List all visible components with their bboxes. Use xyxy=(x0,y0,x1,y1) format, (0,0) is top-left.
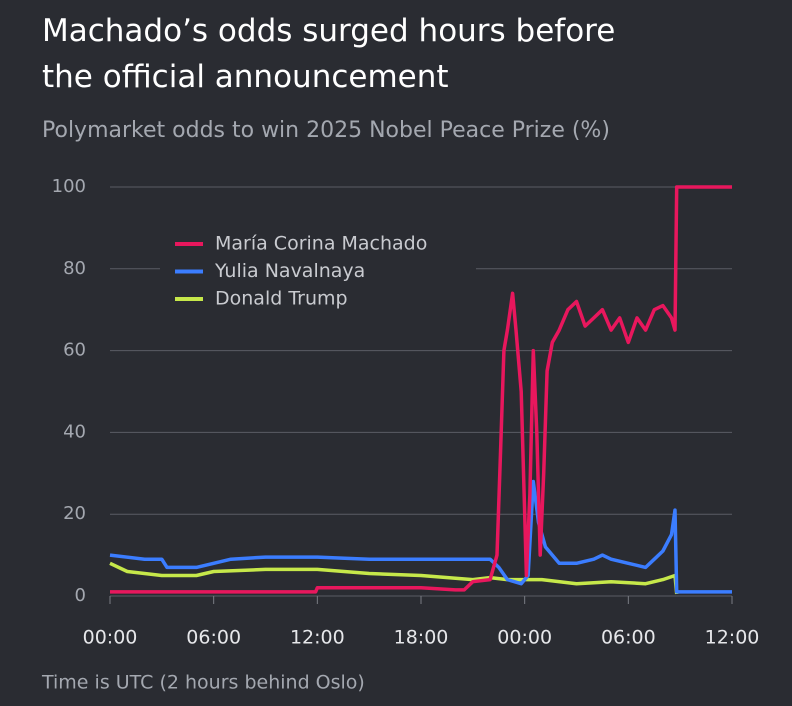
x-tick-label: 18:00 xyxy=(394,627,449,649)
x-tick-label: 06:00 xyxy=(186,627,241,649)
x-tick-label: 00:00 xyxy=(497,627,552,649)
series-line xyxy=(110,185,732,594)
footnote: Time is UTC (2 hours behind Oslo) xyxy=(41,672,365,694)
y-tick-label: 40 xyxy=(63,421,86,442)
legend-label: Donald Trump xyxy=(215,288,348,310)
x-tick-label: 06:00 xyxy=(601,627,656,649)
legend-background xyxy=(160,228,476,314)
y-tick-label: 0 xyxy=(75,585,86,606)
y-tick-label: 60 xyxy=(63,340,86,361)
y-tick-label: 80 xyxy=(63,258,86,279)
chart-subtitle: Polymarket odds to win 2025 Nobel Peace … xyxy=(42,118,610,143)
chart-title: Machado’s odds surged hours before the of… xyxy=(42,13,615,95)
series-line xyxy=(109,561,679,595)
legend-label: Yulia Navalnaya xyxy=(214,260,365,282)
y-tick-label: 100 xyxy=(52,176,86,197)
legend-label: María Corina Machado xyxy=(215,233,427,255)
x-tick-label: 12:00 xyxy=(290,627,345,649)
x-tick-label: 12:00 xyxy=(705,627,760,649)
x-tick-label: 00:00 xyxy=(83,627,138,649)
y-tick-label: 20 xyxy=(63,503,86,524)
